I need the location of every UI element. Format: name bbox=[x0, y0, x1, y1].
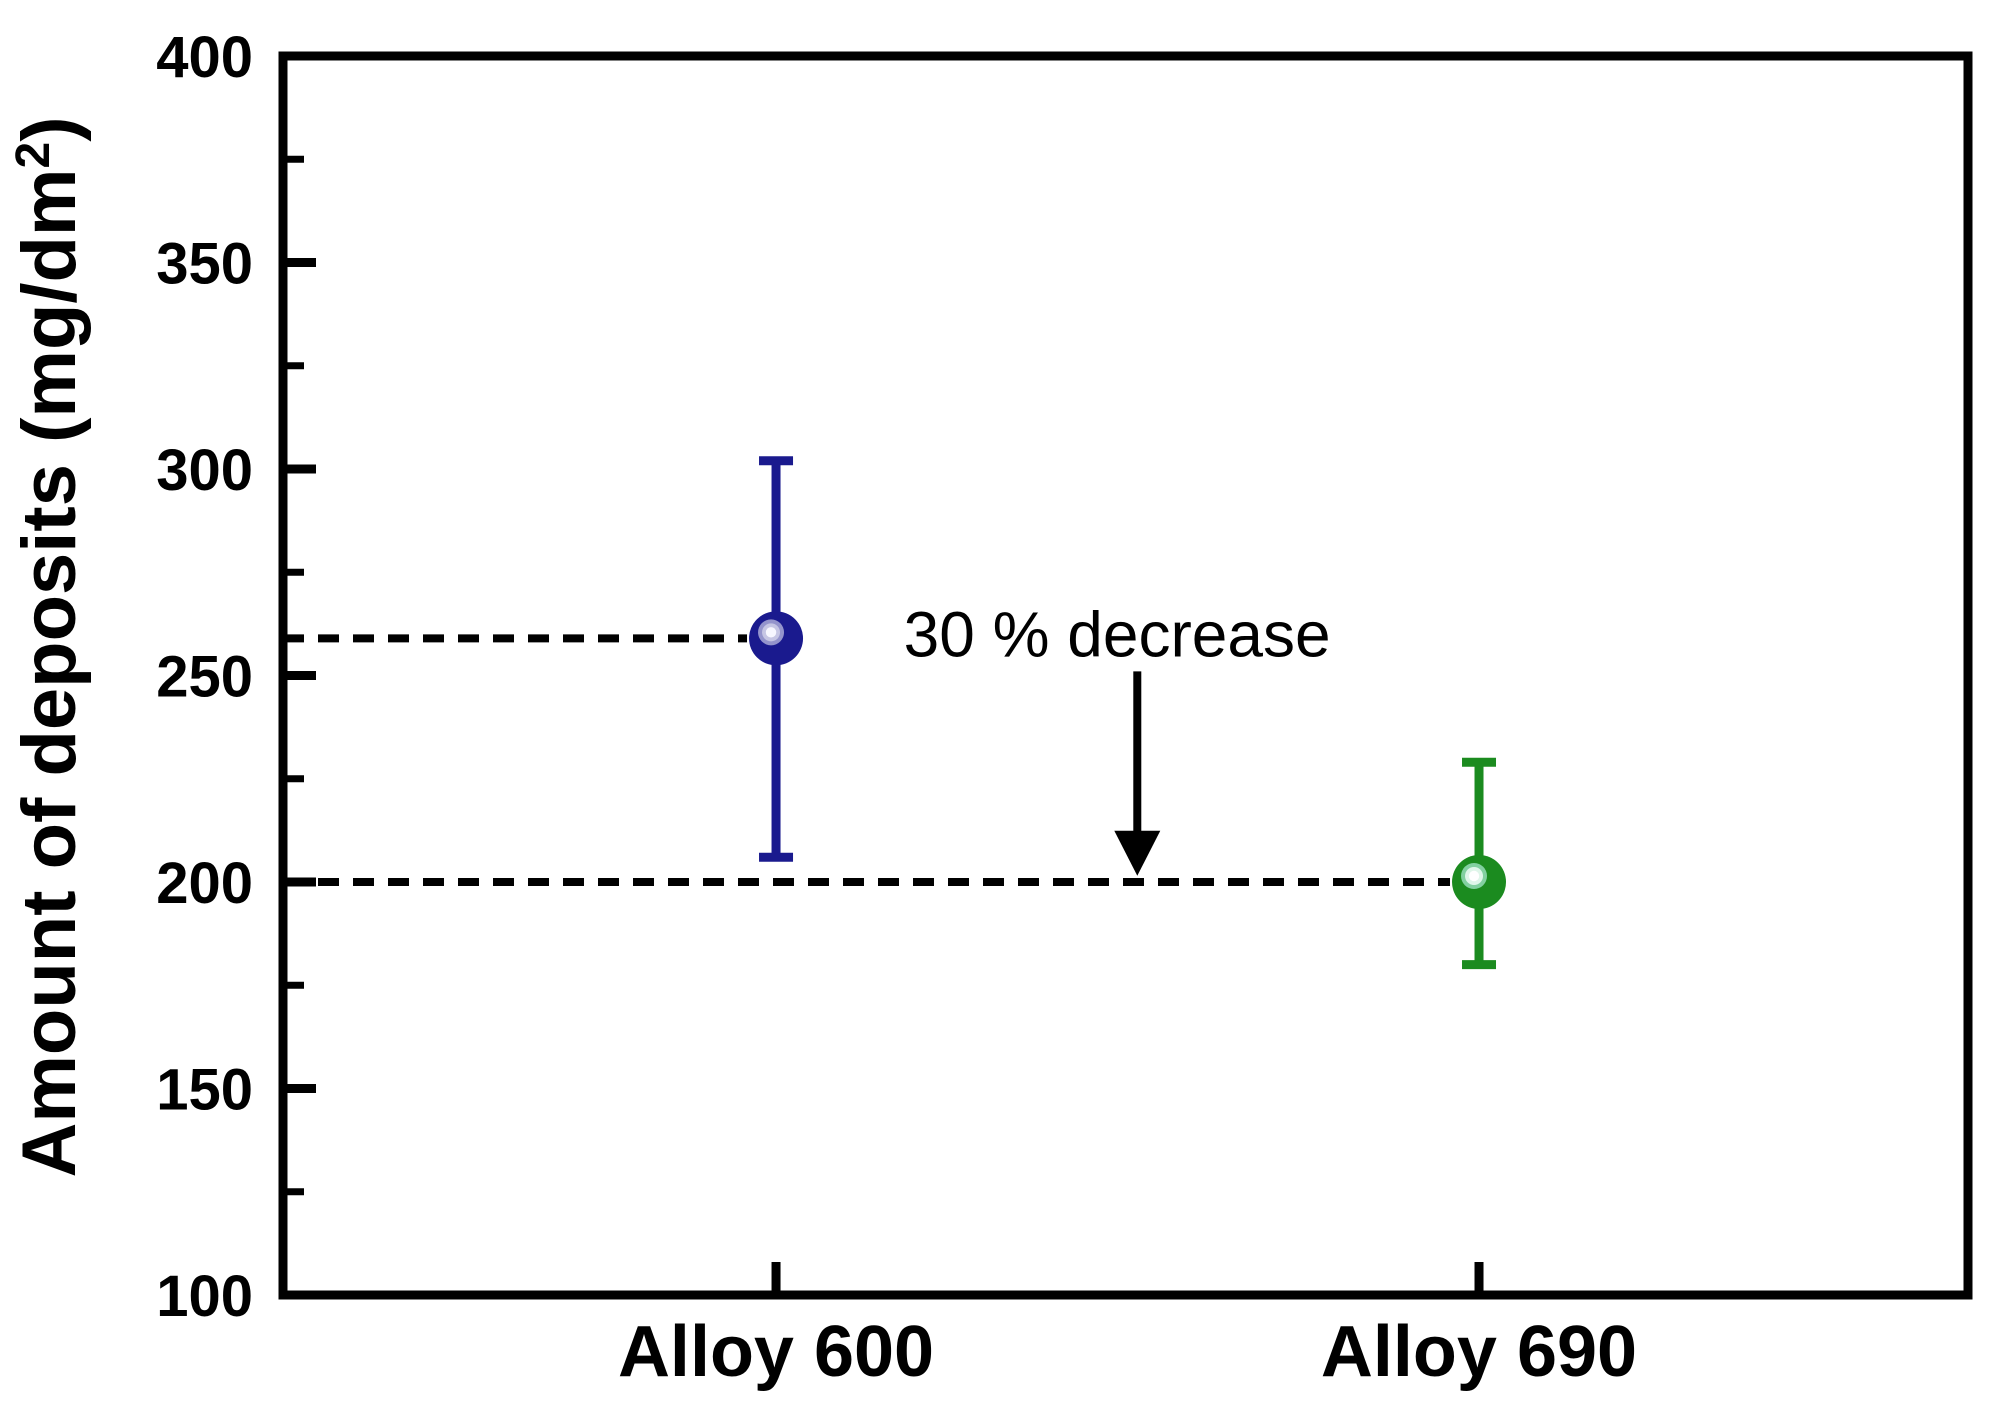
y-tick-label: 350 bbox=[156, 231, 253, 296]
y-axis-title: Amount of deposits (mg/dm2) bbox=[7, 116, 92, 1177]
y-tick-label: 400 bbox=[156, 25, 253, 90]
y-axis-title-main: Amount of deposits (mg/dm bbox=[7, 168, 92, 1177]
series-alloy-600 bbox=[749, 456, 804, 862]
x-category-label-2: Alloy 690 bbox=[1321, 1312, 1637, 1392]
annotation-arrowhead bbox=[1114, 830, 1161, 876]
series-alloy-690 bbox=[1452, 757, 1507, 970]
plot-frame bbox=[278, 51, 1973, 1300]
y-axis-title-superscript: 2 bbox=[7, 142, 60, 169]
data-point-highlight-ring bbox=[765, 627, 777, 638]
y-tick-label: 250 bbox=[156, 644, 253, 709]
y-axis-title-close: ) bbox=[7, 116, 92, 141]
annotation-label: 30 % decrease bbox=[904, 599, 1331, 671]
data-point-highlight-ring bbox=[1468, 870, 1480, 882]
y-tick-label: 300 bbox=[156, 438, 253, 503]
y-tick-label: 200 bbox=[156, 851, 253, 916]
y-tick-label: 150 bbox=[156, 1057, 253, 1122]
x-category-label-1: Alloy 600 bbox=[618, 1312, 934, 1392]
y-tick-label: 100 bbox=[156, 1264, 253, 1329]
